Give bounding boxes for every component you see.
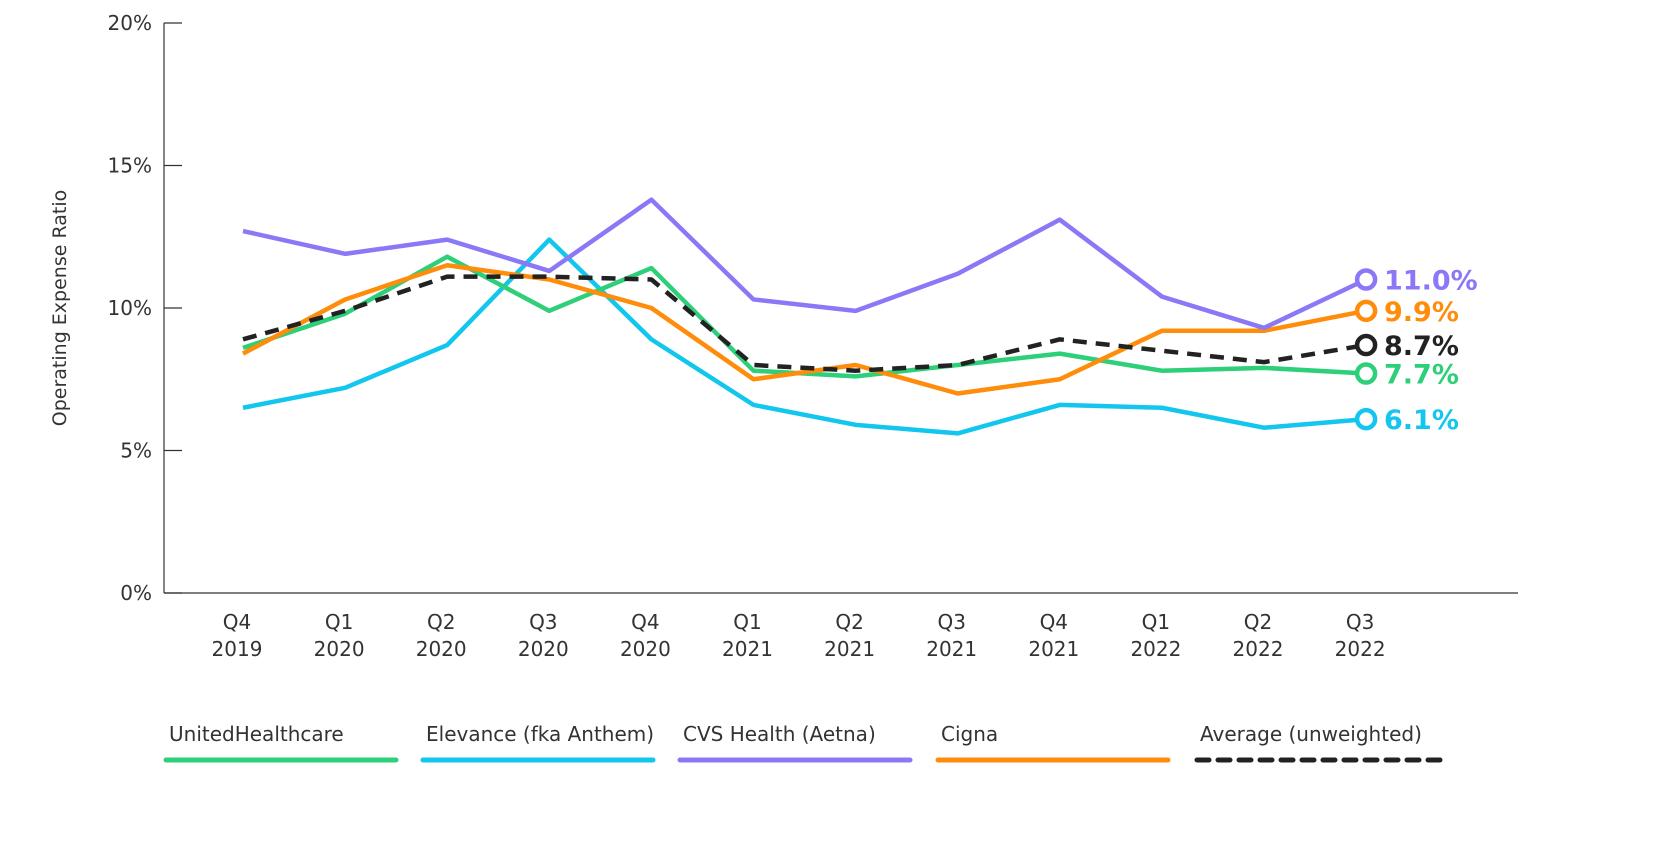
x-tick-label-year: 2020 [518, 637, 569, 661]
x-tick-label-quarter: Q3 [937, 610, 965, 634]
legend-label: CVS Health (Aetna) [683, 722, 876, 746]
y-tick-label: 5% [120, 439, 152, 463]
legend-label: Elevance (fka Anthem) [426, 722, 654, 746]
x-tick-label-year: 2021 [722, 637, 773, 661]
x-tick-label-quarter: Q3 [529, 610, 557, 634]
y-tick-label: 0% [120, 581, 152, 605]
series-line-average-unweighted- [243, 277, 1366, 371]
x-tick-label-year: 2022 [1130, 637, 1181, 661]
axes: 0% 5% 10% 15% 20% Operating Expense Ratio Q4 20… [49, 11, 1518, 661]
x-tick-label-quarter: Q1 [733, 610, 761, 634]
x-tick-label-quarter: Q2 [835, 610, 863, 634]
x-tick-label-quarter: Q2 [1244, 610, 1272, 634]
y-tick-label: 15% [108, 154, 152, 178]
legend-label: Average (unweighted) [1200, 722, 1422, 746]
y-axis-label: Operating Expense Ratio [49, 190, 71, 426]
end-value-label: 9.9% [1384, 297, 1459, 328]
x-tick-label-quarter: Q3 [1346, 610, 1374, 634]
legend-label: UnitedHealthcare [169, 722, 344, 746]
data-point-end-marker [1357, 271, 1375, 289]
x-tick-label-year: 2021 [926, 637, 977, 661]
x-tick-label-quarter: Q4 [631, 610, 659, 634]
data-point-end-marker [1357, 302, 1375, 320]
series-line-elevance-fka-anthem- [243, 240, 1366, 434]
data-point-end-marker [1357, 365, 1375, 383]
series-lines: 7.7% 6.1% 11.0%9.9%8.7% [243, 200, 1478, 437]
data-point-end-marker [1357, 410, 1375, 428]
x-tick-label-year: 2022 [1233, 637, 1284, 661]
x-tick-label-quarter: Q1 [1142, 610, 1170, 634]
series-line-cigna [243, 265, 1366, 393]
end-value-label: 7.7% [1384, 360, 1459, 391]
end-value-label: 8.7% [1384, 331, 1459, 362]
x-tick-label-year: 2020 [620, 637, 671, 661]
end-value-label: 6.1% [1384, 405, 1459, 436]
series-line-cvs-health-aetna- [243, 200, 1366, 328]
x-tick-label-quarter: Q4 [223, 610, 251, 634]
legend-label: Cigna [941, 722, 998, 746]
y-tick-label: 20% [108, 11, 152, 35]
x-tick-label-year: 2021 [1028, 637, 1079, 661]
x-tick-label-year: 2020 [416, 637, 467, 661]
legend: UnitedHealthcare Elevance (fka Anthem) CVS… [166, 722, 1447, 760]
data-point-end-marker [1357, 336, 1375, 354]
x-tick-label-quarter: Q1 [325, 610, 353, 634]
y-tick-label: 10% [108, 296, 152, 320]
x-tick-label-year: 2019 [212, 637, 263, 661]
x-tick-label-year: 2022 [1335, 637, 1386, 661]
x-tick-label-quarter: Q4 [1040, 610, 1068, 634]
end-value-label: 11.0% [1384, 266, 1478, 297]
x-tick-label-year: 2021 [824, 637, 875, 661]
x-tick-label-quarter: Q2 [427, 610, 455, 634]
x-tick-label-year: 2020 [314, 637, 365, 661]
